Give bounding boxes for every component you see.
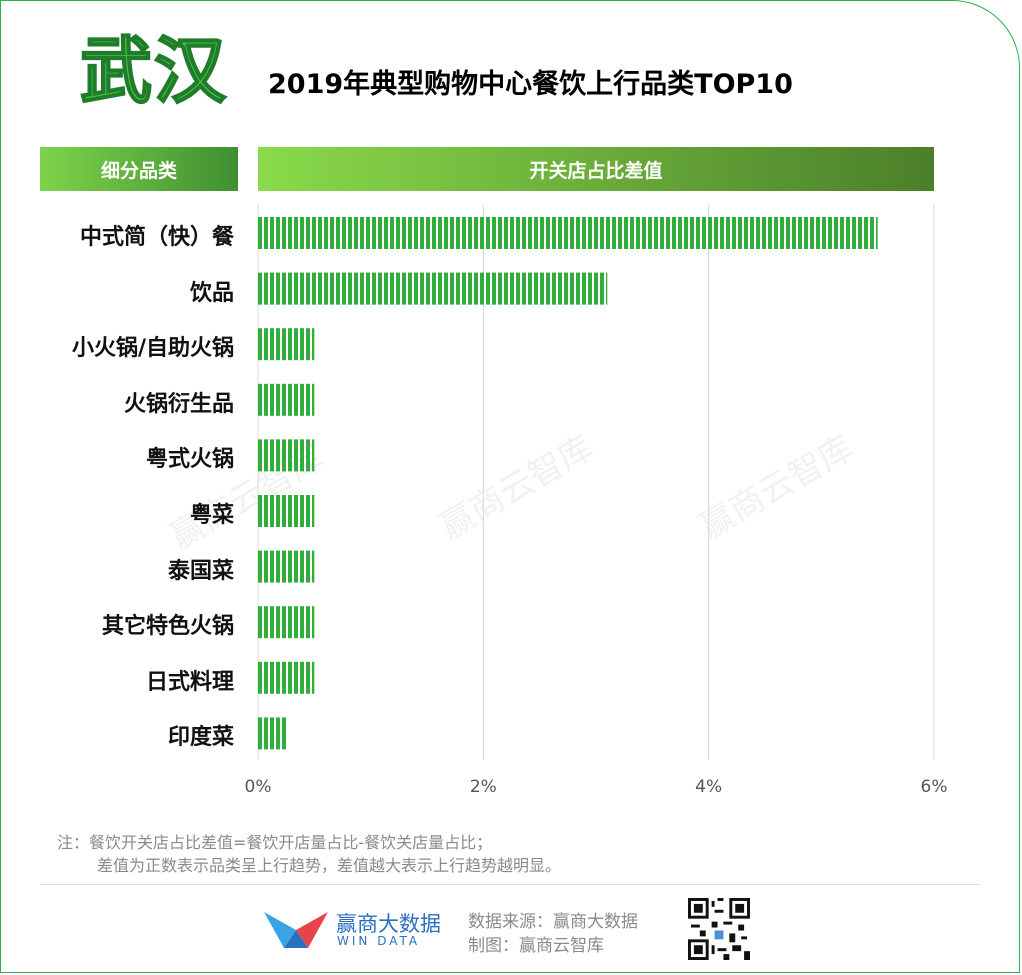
category-label: 其它特色火锅	[101, 614, 234, 640]
note-line-2: 差值为正数表示品类呈上行趋势，差值越大表示上行趋势越明显。	[97, 856, 562, 875]
x-tick-label: 2%	[470, 777, 497, 797]
bar	[258, 495, 315, 527]
category-label: 印度菜	[167, 725, 234, 751]
category-label: 小火锅/自助火锅	[71, 336, 234, 362]
data-source: 数据来源：赢商大数据	[468, 912, 638, 932]
chart-title: 2019年典型购物中心餐饮上行品类TOP10	[268, 69, 793, 100]
category-label: 泰国菜	[167, 558, 234, 584]
bar	[258, 383, 315, 416]
chart-maker: 制图：赢商云智库	[468, 936, 604, 956]
category-label: 中式简（快）餐	[79, 225, 234, 250]
bar	[258, 661, 315, 694]
note-line-1: 注：餐饮开关店占比差值=餐饮开店量占比-餐饮关店量占比；	[57, 833, 493, 852]
windata-logo-icon	[264, 912, 328, 948]
bar	[258, 550, 315, 583]
category-label: 饮品	[189, 280, 234, 306]
footer-divider	[40, 884, 980, 885]
category-label: 粤菜	[189, 503, 234, 528]
city-title: 武汉	[79, 29, 229, 113]
category-label: 火锅衍生品	[123, 391, 234, 417]
bar	[258, 606, 315, 639]
x-tick-label: 4%	[695, 777, 722, 797]
bar	[258, 328, 315, 361]
bar	[258, 439, 315, 472]
bar	[258, 217, 878, 249]
brand-name-en: WIN DATA	[337, 934, 421, 948]
qr-code-icon	[688, 898, 750, 960]
bar	[258, 717, 287, 750]
brand-name: 赢商大数据	[336, 912, 441, 936]
category-label: 粤式火锅	[145, 447, 234, 473]
bar	[258, 272, 608, 305]
category-column-header: 细分品类	[40, 147, 238, 191]
category-label: 日式料理	[145, 669, 234, 695]
value-column-header: 开关店占比差值	[258, 147, 934, 191]
x-tick-label: 0%	[245, 777, 272, 797]
x-tick-label: 6%	[921, 777, 948, 797]
